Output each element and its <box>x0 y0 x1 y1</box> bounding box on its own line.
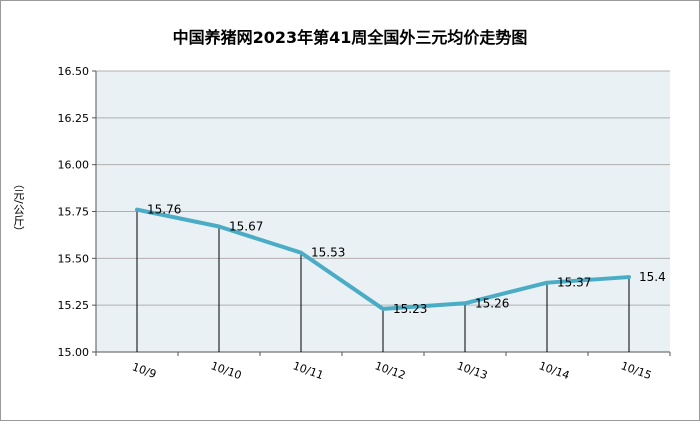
x-tick-label: 10/12 <box>373 359 407 382</box>
x-tick-label: 10/10 <box>209 359 243 382</box>
chart-title: 中国养猪网2023年第41周全国外三元均价走势图 <box>172 28 528 47</box>
data-label: 15.23 <box>393 302 427 316</box>
data-label: 15.53 <box>311 246 345 260</box>
y-tick-label: 15.00 <box>58 346 90 359</box>
data-label: 15.37 <box>557 276 591 290</box>
y-tick-label: 15.50 <box>58 252 90 265</box>
x-tick-label: 10/14 <box>537 359 571 382</box>
x-tick-label: 10/9 <box>130 360 158 381</box>
data-label: 15.76 <box>147 203 181 217</box>
x-tick-label: 10/13 <box>455 359 489 382</box>
y-tick-label: 16.50 <box>58 65 90 78</box>
x-tick-label: 10/15 <box>619 359 653 382</box>
y-tick-label: 15.25 <box>58 299 90 312</box>
y-tick-label: 15.75 <box>58 206 90 219</box>
x-tick-label: 10/11 <box>291 359 325 382</box>
data-label: 15.26 <box>475 296 509 310</box>
y-tick-label: 16.25 <box>58 112 90 125</box>
y-tick-label: 16.00 <box>58 159 90 172</box>
data-label: 15.4 <box>639 270 666 284</box>
data-label: 15.67 <box>229 219 263 233</box>
series-line <box>135 207 631 311</box>
y-axis-label: （元/公斤） <box>12 178 25 237</box>
